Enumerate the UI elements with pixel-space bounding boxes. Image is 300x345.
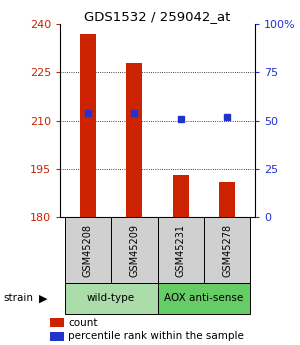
Bar <box>64 217 111 283</box>
Bar <box>111 217 158 283</box>
Bar <box>50 318 64 327</box>
Bar <box>126 63 142 217</box>
Text: count: count <box>68 318 98 328</box>
Title: GDS1532 / 259042_at: GDS1532 / 259042_at <box>84 10 231 23</box>
Text: AOX anti-sense: AOX anti-sense <box>164 294 244 303</box>
Text: wild-type: wild-type <box>87 294 135 303</box>
Bar <box>158 283 250 314</box>
Text: GSM45278: GSM45278 <box>222 224 232 277</box>
Text: ▶: ▶ <box>39 294 47 303</box>
Text: strain: strain <box>3 294 33 303</box>
Text: GSM45209: GSM45209 <box>129 224 139 277</box>
Bar <box>172 176 189 217</box>
Bar <box>80 34 96 217</box>
Text: GSM45208: GSM45208 <box>83 224 93 277</box>
Text: percentile rank within the sample: percentile rank within the sample <box>68 331 244 341</box>
Bar <box>50 332 64 341</box>
Bar <box>219 182 235 217</box>
Bar <box>158 217 204 283</box>
Text: GSM45231: GSM45231 <box>176 224 186 277</box>
Bar <box>204 217 250 283</box>
Bar <box>64 283 158 314</box>
